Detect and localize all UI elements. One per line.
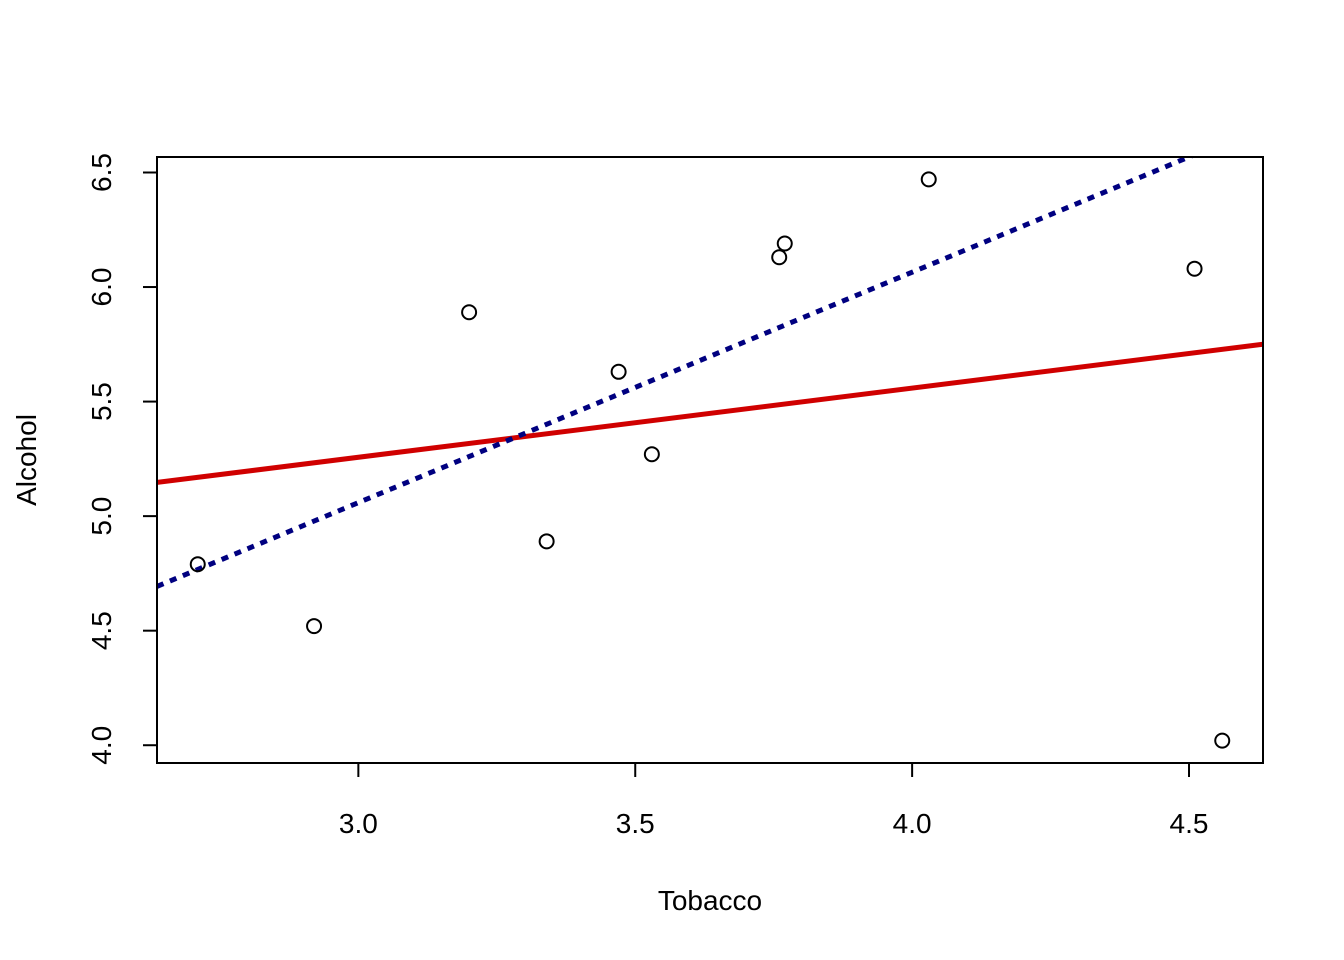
data-point: [461, 304, 478, 321]
solid-fit-line: [157, 341, 1263, 485]
regression-lines: [157, 157, 1263, 589]
dotted-fit-line: [157, 157, 1196, 589]
x-tick-label: 3.5: [616, 808, 655, 839]
y-tick-label: 6.5: [86, 153, 117, 192]
data-point: [771, 249, 788, 266]
data-point: [538, 533, 555, 550]
axes: 3.0 3.5 4.0 4.5 4.0 4.5 5.0 5.5 6.0 6.5: [86, 153, 1208, 839]
y-tick-label: 4.5: [86, 611, 117, 650]
data-point: [776, 235, 793, 252]
y-tick-label: 4.0: [86, 726, 117, 765]
y-axis-title: Alcohol: [11, 414, 42, 506]
y-tick-label: 5.0: [86, 497, 117, 536]
data-point: [1186, 260, 1203, 277]
data-point: [610, 363, 627, 380]
data-point: [920, 171, 937, 188]
data-points: [189, 171, 1231, 749]
x-axis-title: Tobacco: [658, 885, 762, 916]
y-tick-label: 5.5: [86, 382, 117, 421]
data-point: [306, 618, 323, 635]
data-point: [643, 446, 660, 463]
x-tick-label: 4.0: [893, 808, 932, 839]
x-tick-label: 3.0: [339, 808, 378, 839]
data-point: [1214, 732, 1231, 749]
data-point: [189, 556, 206, 573]
x-tick-label: 4.5: [1170, 808, 1209, 839]
y-tick-label: 6.0: [86, 268, 117, 307]
